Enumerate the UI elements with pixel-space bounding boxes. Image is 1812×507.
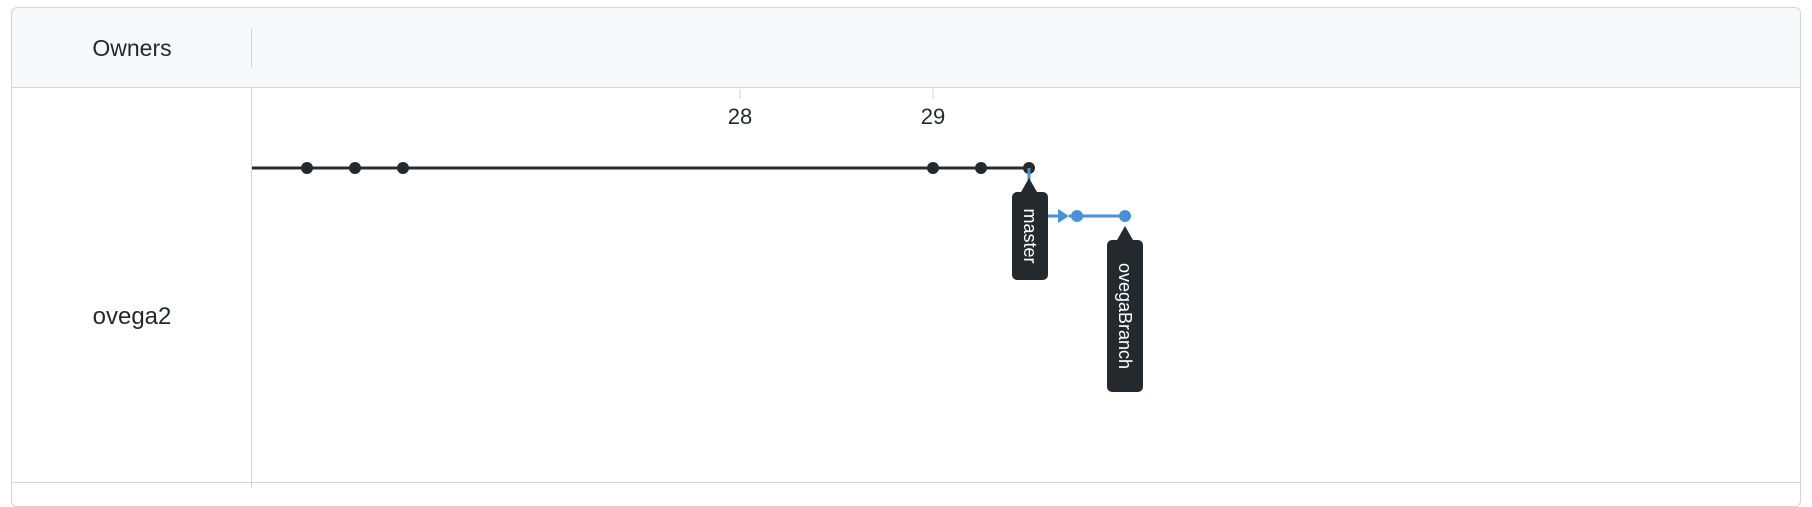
owners-column-header: Owners <box>92 34 172 61</box>
header-row: Owners <box>12 8 1800 88</box>
network-graph-container: Owners ovega2 <box>11 7 1801 507</box>
commit-dot[interactable] <box>301 162 313 174</box>
date-label-29: 29 <box>921 104 945 129</box>
branch-label-master[interactable]: master <box>1012 178 1048 280</box>
commit-dot[interactable] <box>1071 210 1083 222</box>
branch-label-ovegaBranch[interactable]: ovegaBranch <box>1107 226 1143 392</box>
commit-dot[interactable] <box>397 162 409 174</box>
network-graph-canvas[interactable]: 28 29 master ovegaBranch <box>0 0 1812 492</box>
header-divider <box>251 28 252 68</box>
commit-dot[interactable] <box>975 162 987 174</box>
branch-label-master-text: master <box>1020 208 1040 263</box>
branch-label-ovegaBranch-text: ovegaBranch <box>1115 263 1135 369</box>
branch-arrow-icon <box>1058 209 1069 223</box>
date-label-28: 28 <box>728 104 752 129</box>
owner-column: ovega2 <box>12 88 252 488</box>
owner-name[interactable]: ovega2 <box>92 303 172 330</box>
commit-dot[interactable] <box>1119 210 1131 222</box>
commit-dot[interactable] <box>349 162 361 174</box>
commit-dot[interactable] <box>927 162 939 174</box>
row-divider <box>12 482 1800 483</box>
